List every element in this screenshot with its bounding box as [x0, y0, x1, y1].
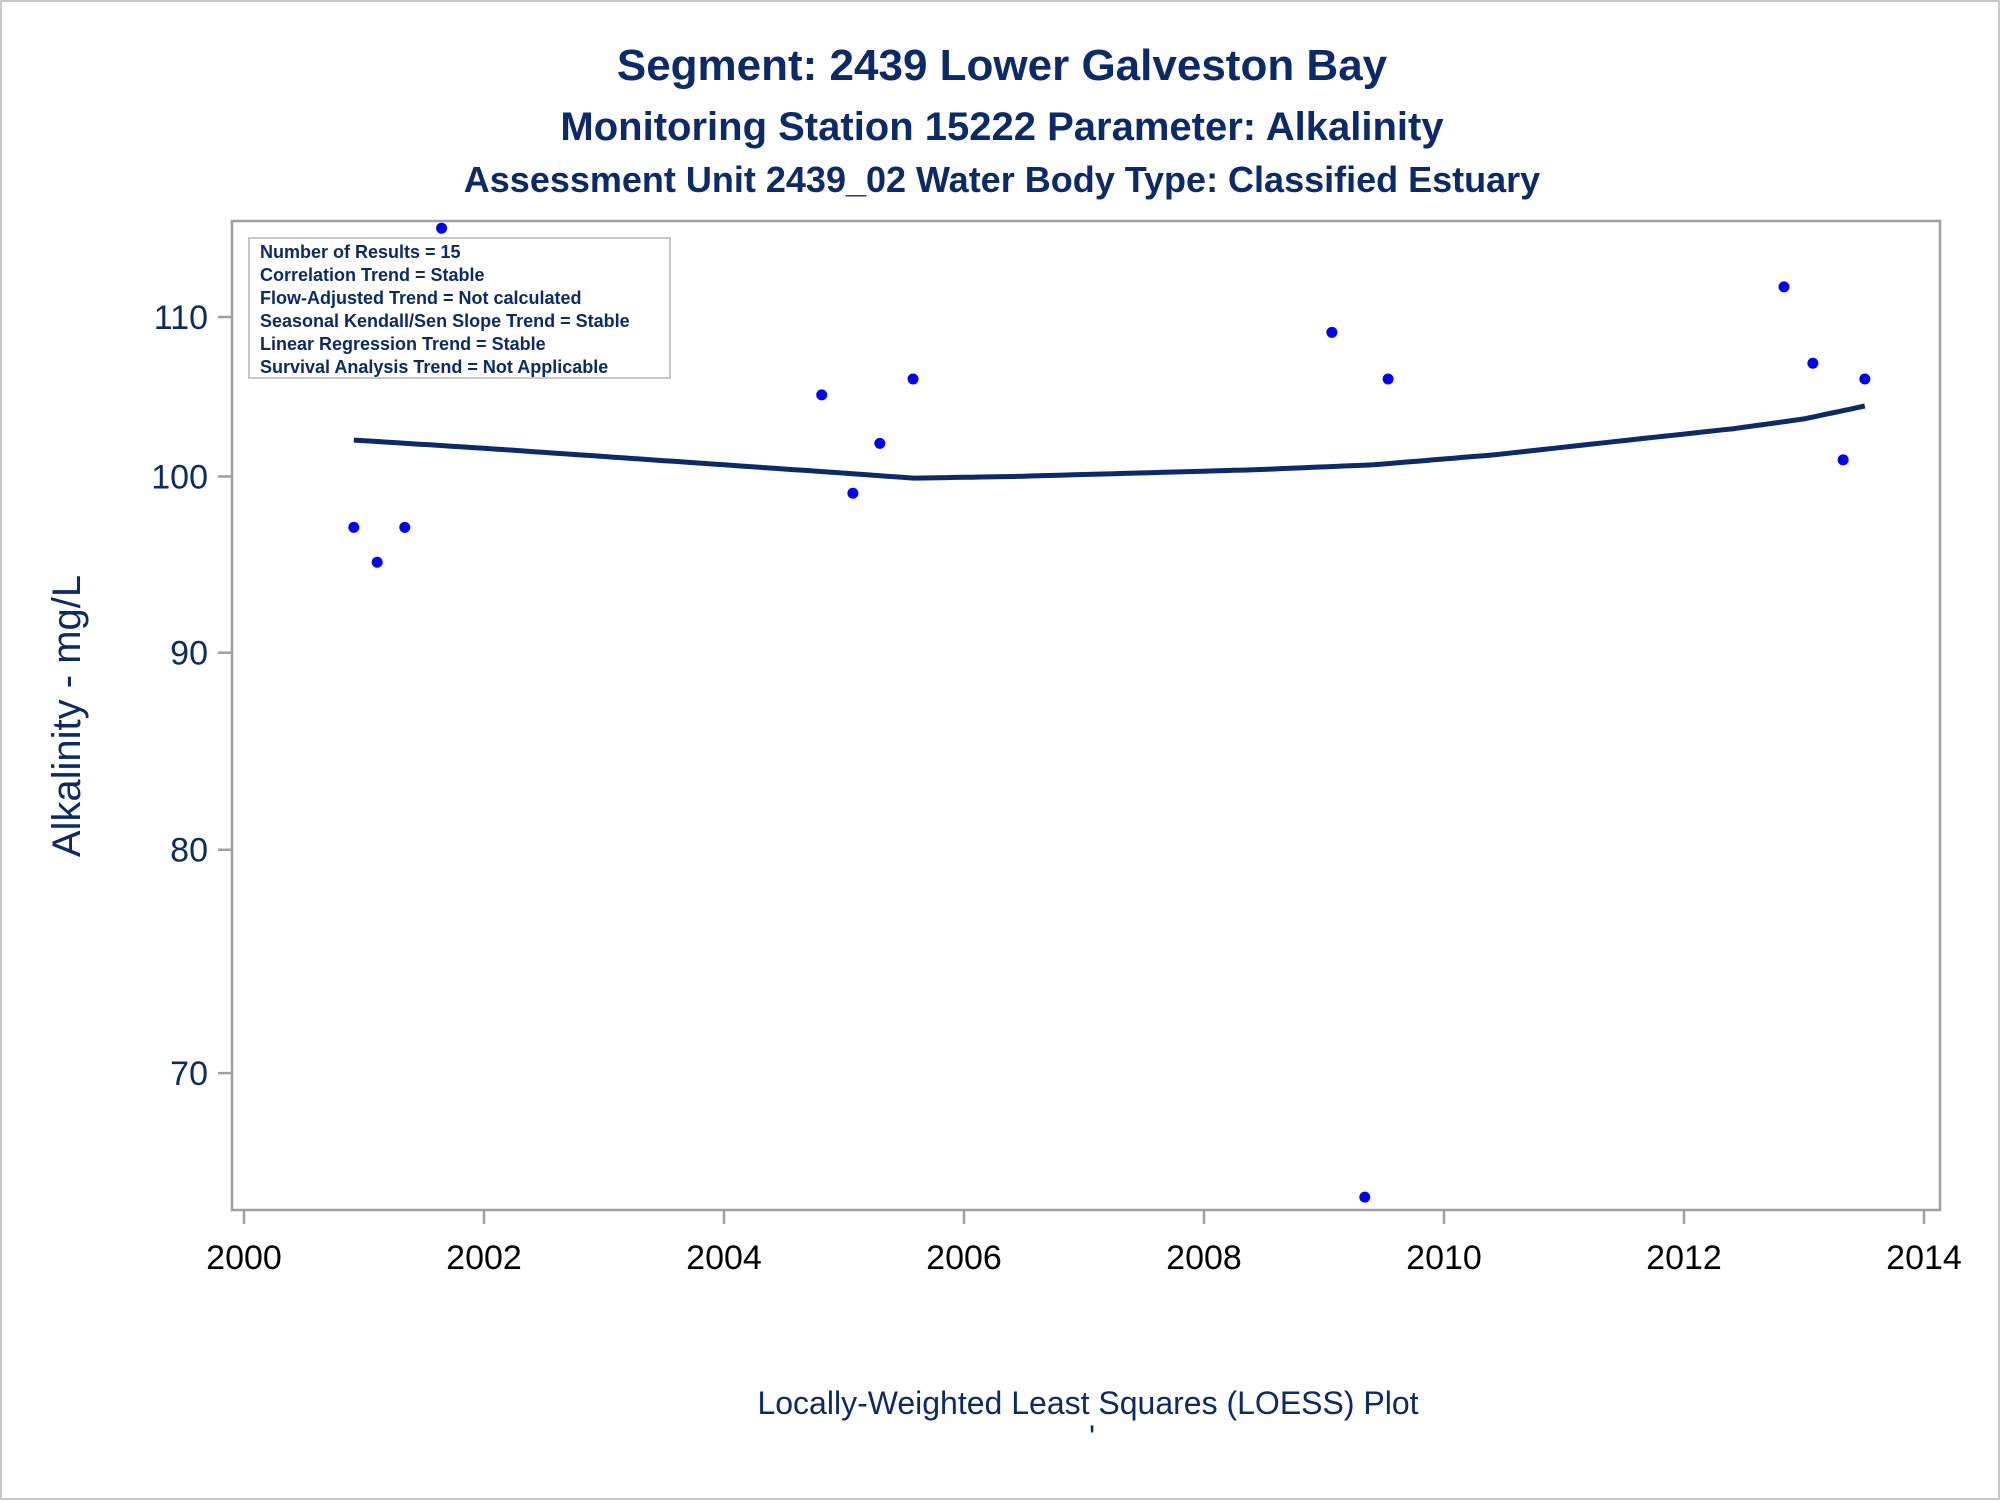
x-tick-label: 2004: [686, 1239, 762, 1277]
y-tick-label: 100: [151, 458, 208, 496]
data-point: [348, 521, 360, 533]
x-tick-label: 2006: [926, 1239, 1002, 1277]
footnote: Locally-Weighted Least Squares (LOESS) P…: [757, 1385, 1418, 1421]
y-axis-label: Alkalinity - mg/L: [45, 575, 89, 857]
stats-seasonal-kendall-trend: Seasonal Kendall/Sen Slope Trend = Stabl…: [260, 311, 630, 331]
chart-subtitle: Monitoring Station 15222 Parameter: Alka…: [560, 105, 1444, 149]
data-point: [847, 487, 859, 499]
data-point: [1859, 373, 1871, 385]
stats-box: Number of Results = 15 Correlation Trend…: [248, 237, 671, 379]
data-point: [399, 521, 411, 533]
data-point: [1359, 1191, 1371, 1203]
data-point: [816, 389, 828, 401]
data-point: [436, 222, 448, 234]
data-point: [371, 556, 383, 568]
x-tick-label: 2000: [206, 1239, 282, 1277]
y-tick-label: 70: [170, 1055, 208, 1093]
stats-number-of-results: Number of Results = 15: [260, 242, 461, 262]
plot-area: [230, 219, 1942, 1212]
x-tick-label: 2002: [446, 1239, 522, 1277]
chart-title: Segment: 2439 Lower Galveston Bay: [617, 41, 1388, 90]
y-tick-label: 90: [170, 635, 208, 673]
data-point: [1778, 281, 1790, 293]
data-point: [907, 373, 919, 385]
data-point: [1326, 326, 1338, 338]
stats-flow-adjusted-trend: Flow-Adjusted Trend = Not calculated: [260, 288, 582, 308]
stats-survival-analysis-trend: Survival Analysis Trend = Not Applicable: [260, 357, 608, 377]
y-tick-label: 110: [154, 299, 208, 337]
chart-subtitle-2: Assessment Unit 2439_02 Water Body Type:…: [464, 159, 1540, 200]
footnote-mark: ': [1089, 1419, 1095, 1455]
data-point: [1382, 373, 1394, 385]
x-tick-label: 2014: [1886, 1239, 1962, 1277]
data-point: [1807, 357, 1819, 369]
x-tick-label: 2008: [1166, 1239, 1242, 1277]
y-axis: 70 80 90 100 110: [151, 299, 232, 1093]
data-point: [874, 437, 886, 449]
x-tick-label: 2012: [1646, 1239, 1722, 1277]
x-tick-label: 2010: [1406, 1239, 1482, 1277]
loess-line: [353, 403, 1866, 481]
data-points: [348, 222, 1871, 1203]
data-point: [1837, 454, 1849, 466]
stats-box-frame: [248, 237, 671, 379]
stats-linear-regression-trend: Linear Regression Trend = Stable: [260, 334, 546, 354]
x-axis: 2000 2002 2004 2006 2008 2010 2012 2014: [206, 1210, 1962, 1277]
stats-correlation-trend: Correlation Trend = Stable: [260, 265, 485, 285]
y-tick-label: 80: [170, 832, 208, 870]
